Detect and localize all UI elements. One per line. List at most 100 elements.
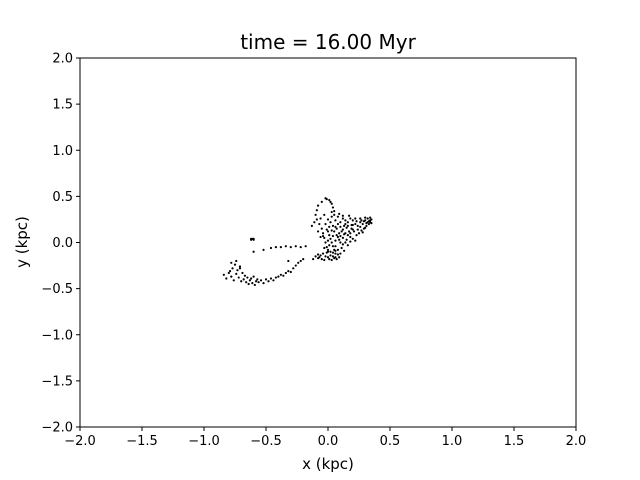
data-point	[336, 222, 340, 226]
data-point	[326, 218, 330, 221]
data-point	[344, 222, 347, 226]
data-point	[252, 250, 255, 253]
data-point	[335, 234, 338, 237]
data-point	[364, 216, 367, 219]
data-point	[238, 267, 242, 270]
data-point	[355, 234, 358, 237]
data-point	[326, 256, 330, 259]
data-point	[352, 230, 356, 233]
data-point	[328, 244, 331, 247]
data-point	[345, 226, 348, 229]
data-point	[240, 280, 243, 283]
y-tick-label: 2.0	[52, 52, 73, 67]
data-point	[341, 228, 344, 231]
data-point	[247, 282, 250, 286]
data-point	[292, 267, 295, 270]
data-point	[262, 248, 265, 251]
data-point	[333, 230, 336, 233]
data-point	[339, 241, 342, 244]
data-point	[339, 234, 342, 238]
data-point	[245, 281, 248, 284]
data-point	[323, 213, 326, 216]
data-point	[334, 249, 337, 252]
data-point	[314, 213, 317, 216]
data-point	[343, 249, 346, 252]
y-axis-label: y (kpc)	[13, 216, 31, 268]
data-point	[346, 224, 349, 227]
data-point	[231, 267, 234, 270]
data-point	[331, 206, 335, 209]
data-point	[370, 218, 373, 221]
data-point	[321, 232, 325, 235]
data-point	[324, 241, 327, 244]
data-point	[318, 222, 321, 226]
x-tick-label: 1.5	[504, 434, 525, 449]
data-point	[225, 277, 228, 280]
data-point	[354, 217, 357, 220]
data-point	[316, 204, 320, 207]
data-point	[238, 265, 242, 268]
data-point	[328, 198, 331, 202]
points-layer	[222, 197, 373, 287]
data-point	[343, 224, 346, 227]
x-axis-label: x (kpc)	[302, 455, 354, 473]
data-point	[344, 219, 347, 222]
data-point	[320, 227, 323, 230]
x-tick-label: −1.5	[126, 434, 158, 449]
data-point	[369, 216, 372, 219]
y-tick-label: 0.5	[52, 190, 73, 205]
data-point	[357, 232, 361, 235]
data-point	[230, 275, 233, 278]
data-point	[344, 241, 347, 244]
data-point	[237, 276, 240, 279]
data-point	[321, 234, 325, 238]
data-point	[314, 255, 317, 258]
data-point	[336, 235, 340, 239]
data-point	[338, 232, 341, 235]
data-point	[329, 250, 332, 253]
data-point	[338, 256, 341, 259]
data-point	[289, 246, 292, 249]
data-point	[310, 224, 313, 227]
data-point	[274, 246, 278, 249]
data-point	[324, 222, 327, 226]
data-point	[369, 221, 372, 224]
data-point	[331, 255, 335, 258]
data-point	[294, 264, 297, 267]
data-point	[287, 259, 290, 263]
x-tick-label: 0.0	[318, 434, 339, 449]
data-point	[279, 273, 282, 276]
data-point	[232, 279, 235, 282]
data-point	[335, 227, 338, 230]
data-point	[351, 228, 354, 231]
data-point	[355, 220, 358, 223]
data-point	[340, 230, 343, 233]
data-point	[227, 271, 230, 275]
data-point	[343, 233, 346, 236]
data-point	[360, 229, 363, 232]
y-tick-label: −1.0	[41, 328, 73, 343]
data-point	[324, 255, 327, 258]
data-point	[325, 198, 328, 201]
data-point	[316, 230, 320, 233]
data-point	[284, 245, 287, 248]
data-point	[329, 237, 332, 240]
data-point	[262, 281, 265, 285]
data-point	[340, 246, 343, 250]
data-point	[235, 259, 238, 263]
data-point	[297, 261, 300, 264]
data-point	[330, 215, 333, 218]
data-point	[289, 270, 292, 274]
y-axis: −2.0 −1.5 −1.0 −0.5 0.0 0.5 1.0 1.5 2.0	[41, 52, 80, 436]
data-point	[367, 222, 371, 226]
data-point	[341, 236, 344, 239]
data-point	[335, 258, 338, 261]
data-point	[334, 219, 337, 222]
data-point	[284, 271, 287, 275]
data-point	[304, 245, 307, 248]
y-tick-label: 1.0	[52, 144, 73, 159]
data-point	[312, 258, 315, 261]
data-point	[250, 277, 253, 280]
data-point	[299, 259, 302, 263]
